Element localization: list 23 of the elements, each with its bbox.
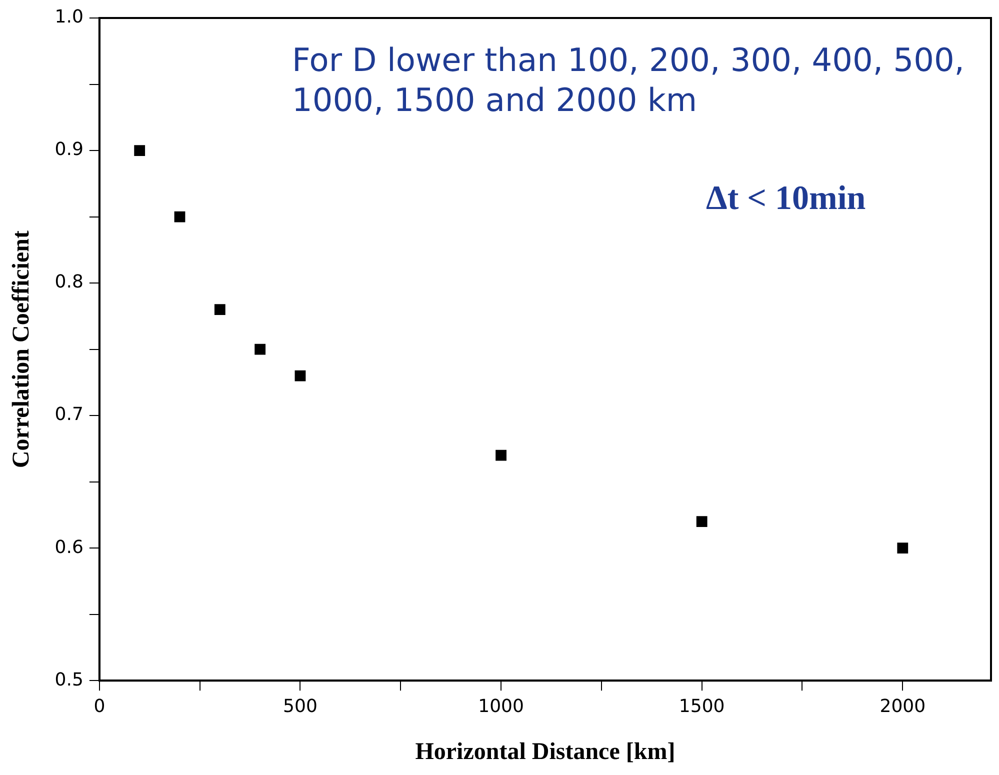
x-tick-label: 2000 (880, 696, 926, 718)
x-axis-title: Horizontal Distance [km] (415, 738, 676, 765)
x-tick-label: 500 (283, 696, 318, 718)
point (496, 450, 506, 461)
y-tick-label: 0.6 (54, 536, 84, 558)
point (174, 211, 186, 222)
annotation: Δt < 10min (706, 180, 866, 218)
point (897, 542, 908, 554)
y-axis-title: Correlation Coefficient (8, 230, 35, 468)
x-tick-label: 1000 (478, 696, 524, 718)
point (294, 370, 306, 382)
y-tick-label: 0.7 (54, 404, 84, 426)
point (214, 304, 226, 315)
x-tick-label: 1500 (678, 696, 725, 718)
point (696, 516, 708, 528)
annotation: For D lower than 100, 200, 300, 400, 500, 1000, 1500 and 2000 km (292, 40, 966, 120)
y-tick-label: 0.9 (54, 139, 84, 160)
y-tick-label: 1.0 (54, 6, 84, 28)
y-tick-label: 0.5 (54, 669, 84, 690)
x-tick-label: 0 (94, 696, 106, 718)
y-tick-label: 0.8 (54, 272, 84, 293)
point (134, 145, 146, 156)
point (254, 344, 266, 355)
